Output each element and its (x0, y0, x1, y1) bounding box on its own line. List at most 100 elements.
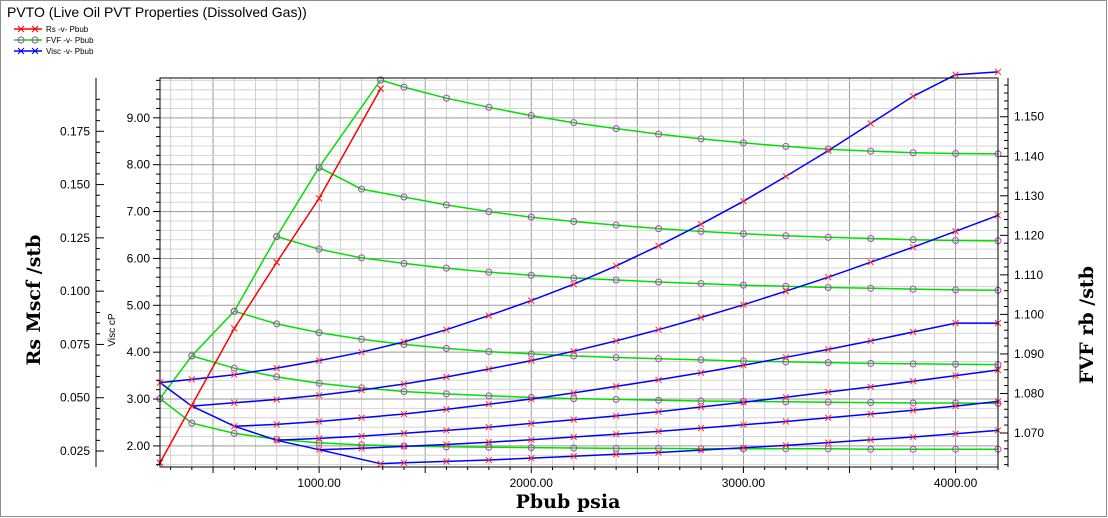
visc-tick-label: 7.00 (127, 205, 151, 219)
series-point-marker (655, 326, 662, 334)
series-point-marker (994, 68, 1002, 76)
series-fvf-6 (156, 395, 1002, 453)
legend-label: FVF -v- Pbub (46, 36, 94, 45)
legend: Rs -v- Pbub FVF -v- Pbub Visc -v- Pbub (14, 25, 94, 56)
series-point-marker (697, 220, 705, 228)
series-point-marker (655, 355, 663, 363)
series-point-marker (655, 444, 663, 452)
series-point-marker (273, 373, 281, 381)
visc-tick-label: 4.00 (127, 345, 151, 359)
series-fvf-2 (315, 163, 1002, 245)
series-point-marker (697, 445, 705, 453)
legend-label: Visc -v- Pbub (46, 47, 94, 56)
series-point-marker (867, 399, 875, 407)
series-point-marker (485, 456, 493, 464)
fvf-tick-label: 1.130 (1014, 189, 1044, 203)
series-fvf-4 (230, 307, 1002, 369)
series-point-marker (824, 388, 832, 396)
series-point-marker (570, 218, 578, 226)
series-point-marker (358, 386, 365, 394)
series-point-marker (867, 235, 875, 243)
series-point-marker (485, 103, 493, 111)
series-point-marker (377, 460, 384, 468)
series-point-marker (782, 398, 790, 406)
series-point-marker (655, 278, 663, 286)
series-point-marker (655, 376, 662, 384)
fvf-tick-label: 1.090 (1014, 347, 1044, 361)
legend-label: Rs -v- Pbub (46, 25, 89, 34)
rs-tick-label: 0.050 (60, 391, 90, 405)
visc-tick-label: 5.00 (127, 298, 151, 312)
series-point-marker (782, 287, 790, 295)
series-point-marker (824, 346, 832, 353)
fvf-tick-label: 1.080 (1014, 386, 1044, 400)
series-point-marker (612, 276, 620, 284)
series-point-marker (739, 357, 747, 365)
series-point-marker (230, 429, 238, 437)
series-point-marker (570, 416, 578, 424)
series-point-marker (952, 227, 959, 235)
series-point-marker (782, 232, 790, 240)
rs-tick-label: 0.150 (60, 178, 90, 192)
series-point-marker (612, 125, 620, 133)
series-point-marker (612, 337, 620, 345)
series-point-marker (527, 297, 535, 304)
series-point-marker (570, 452, 578, 460)
series-point-marker (909, 433, 917, 441)
series-point-marker (697, 356, 705, 364)
series-point-marker (909, 285, 917, 293)
visc-tick-label: 8.00 (127, 158, 151, 172)
visc-tick-label: 9.00 (127, 111, 151, 125)
series-point-marker (570, 395, 578, 403)
series-point-marker (782, 358, 790, 366)
series-point-marker (230, 422, 238, 430)
series-point-marker (273, 436, 281, 444)
series-point-marker (527, 436, 535, 444)
series-point-marker (909, 406, 917, 414)
series-point-marker (612, 383, 620, 390)
series-point-marker (485, 312, 493, 319)
series-point-marker (740, 398, 747, 406)
series-fvf-5 (188, 352, 1002, 407)
series-point-marker (400, 380, 408, 388)
x-tick-label: 3000.00 (722, 476, 766, 490)
series-point-marker (400, 83, 408, 91)
series-point-marker (315, 357, 323, 364)
series-point-marker (527, 112, 535, 120)
series-point-marker (358, 185, 366, 193)
series-point-marker (740, 421, 747, 429)
series-point-marker (697, 369, 705, 377)
series-point-marker (612, 412, 620, 420)
series-point-marker (315, 435, 323, 442)
series-point-marker (952, 360, 960, 368)
series-visc-1 (156, 68, 1002, 386)
fvf-tick-label: 1.150 (1014, 110, 1044, 124)
plot-frame (159, 77, 999, 468)
series-point-marker (315, 195, 323, 202)
series-point-marker (188, 376, 196, 383)
series-point-marker (740, 197, 747, 205)
series-point-marker (952, 319, 959, 327)
series-point-marker (867, 337, 875, 345)
series-point-marker (315, 245, 323, 253)
series-point-marker (527, 420, 535, 427)
series-visc-0 (159, 381, 381, 465)
rs-tick-label: 0.125 (60, 231, 90, 245)
series-point-marker (867, 147, 875, 155)
series-point-marker (442, 201, 450, 209)
series-point-marker (485, 268, 493, 276)
series-point-marker (527, 350, 535, 358)
rs-tick-label: 0.025 (60, 444, 90, 458)
series-point-marker (485, 348, 493, 356)
series-point-marker (315, 391, 323, 399)
series-point-marker (909, 399, 917, 407)
series-point-marker (952, 286, 960, 294)
series-point-marker (527, 444, 535, 452)
fvf-tick-label: 1.070 (1014, 426, 1044, 440)
series-visc-4 (273, 366, 1002, 444)
series-point-marker (739, 281, 747, 289)
series-point-marker (909, 92, 917, 100)
series-visc-3 (230, 319, 1002, 430)
series-point-marker (655, 396, 663, 404)
series-point-marker (824, 284, 832, 292)
